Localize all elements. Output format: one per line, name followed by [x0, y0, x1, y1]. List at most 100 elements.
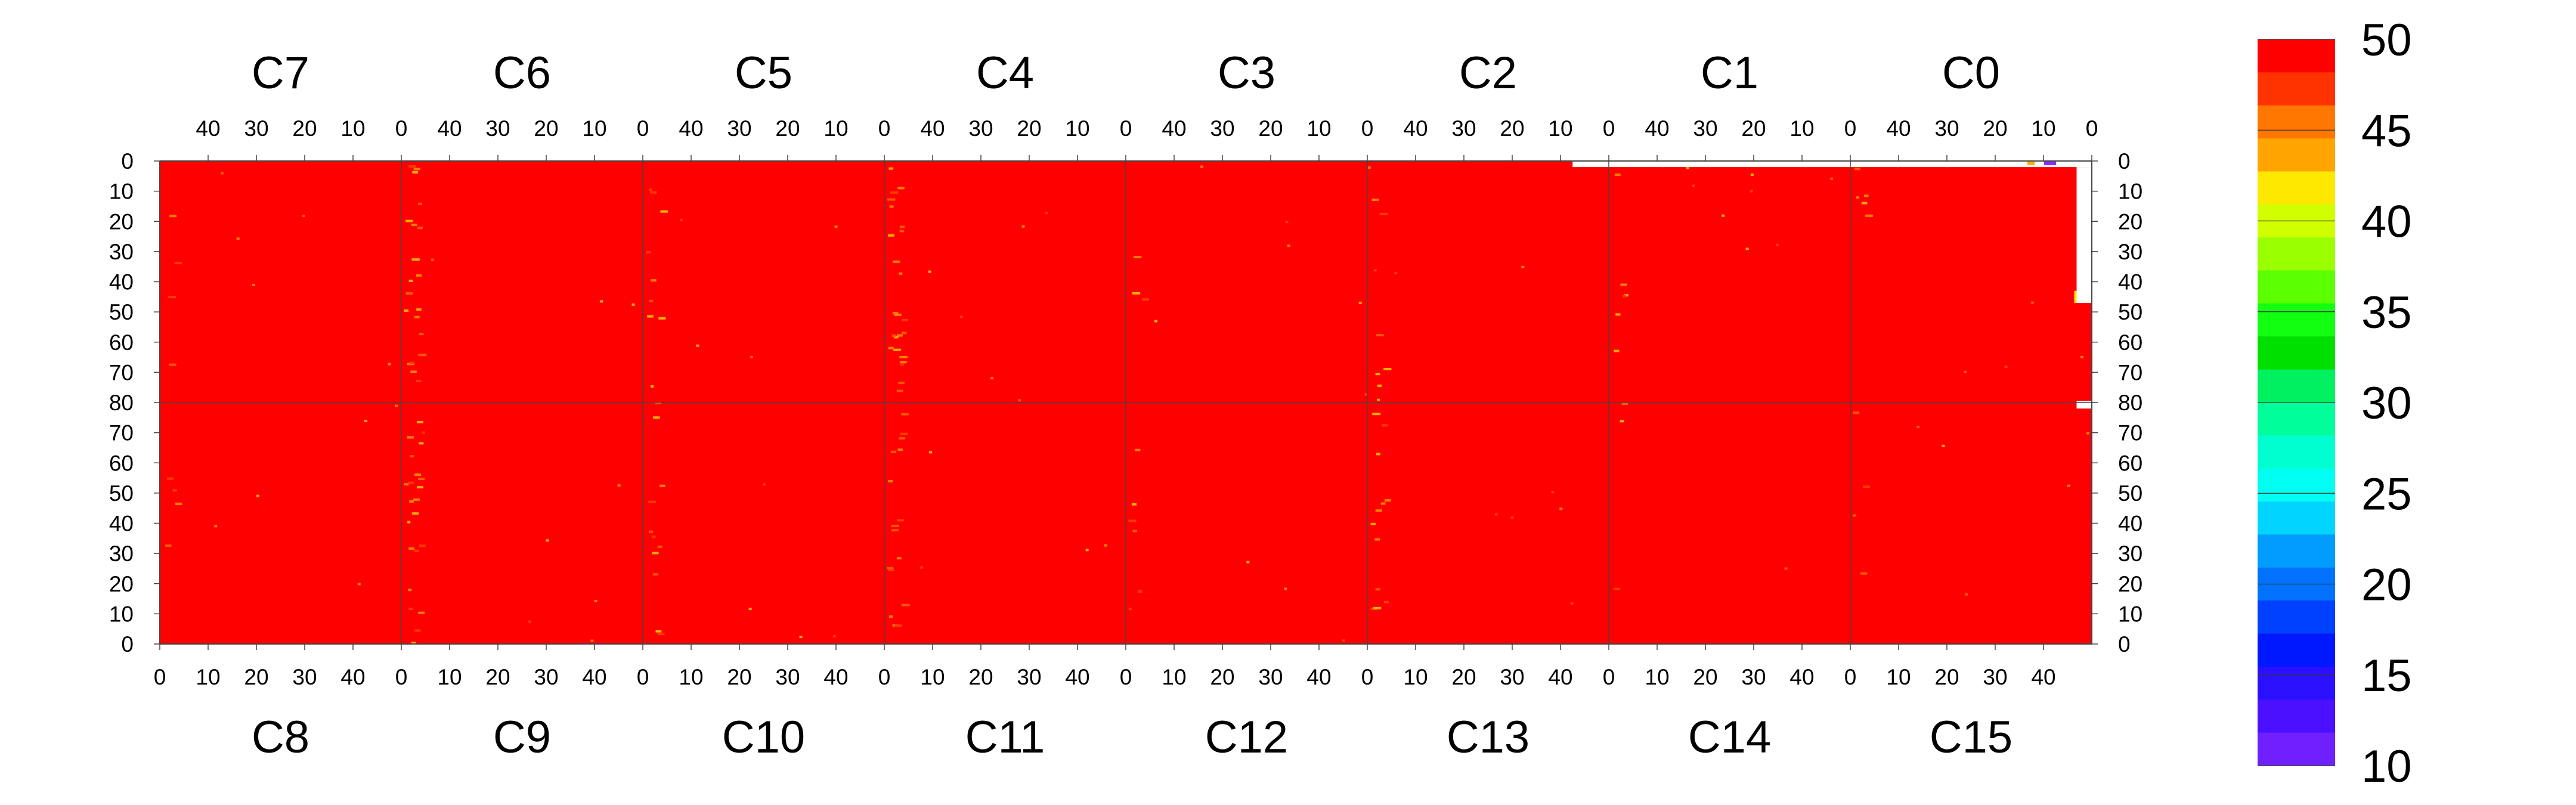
anomaly-cell: [1775, 243, 1779, 246]
anomaly-cell: [652, 552, 659, 555]
anomaly-cell: [411, 258, 420, 261]
anomaly-cell: [1358, 301, 1362, 304]
anomaly-cell: [408, 481, 414, 484]
top-x-tick-label: 20: [1741, 116, 1766, 141]
missing-cell-strip: [1572, 161, 2092, 168]
top-x-tick-label: 30: [968, 116, 993, 141]
bottom-x-tick-label: 10: [679, 665, 703, 689]
anomaly-cell: [1964, 370, 1967, 373]
right-y-tick-label: 70: [2118, 360, 2142, 385]
anomaly-cell: [1860, 572, 1868, 575]
anomaly-cell: [408, 589, 412, 592]
anomaly-cell: [1367, 166, 1371, 169]
anomaly-cell: [896, 334, 903, 337]
anomaly-cell: [900, 361, 907, 364]
anomaly-cell: [413, 168, 420, 171]
anomaly-cell: [2027, 162, 2035, 165]
colorbar-tick-label: 25: [2361, 469, 2412, 519]
top-x-tick-label: 0: [637, 116, 649, 141]
anomaly-cell: [902, 318, 909, 321]
anomaly-cell: [1380, 502, 1386, 505]
anomaly-cell: [888, 569, 894, 571]
colorbar-tick-label: 35: [2361, 287, 2412, 338]
top-x-tick-label: 20: [1983, 116, 2007, 141]
anomaly-cell: [166, 477, 174, 480]
anomaly-cell: [221, 172, 224, 175]
top-x-tick-label: 10: [1789, 116, 1814, 141]
top-x-tick-label: 0: [1120, 116, 1132, 141]
anomaly-cell: [1861, 202, 1868, 205]
anomaly-cell: [1342, 639, 1345, 642]
anomaly-cell: [169, 215, 177, 218]
anomaly-cell: [902, 332, 907, 335]
bottom-x-tick-label: 0: [1120, 665, 1132, 689]
anomaly-cell: [416, 274, 422, 277]
top-column-label: C3: [1218, 48, 1275, 98]
top-x-tick-label: 30: [1934, 116, 1959, 141]
anomaly-cell: [405, 292, 413, 295]
anomaly-cell: [411, 224, 417, 227]
bottom-x-axis: 0 10 20 30 40 0 10 20 30 40 0 10 20 30 40 0 10 20 30 40 0 10 2…: [154, 644, 2056, 689]
right-y-tick-label: 10: [2118, 179, 2142, 204]
anomaly-cell: [409, 500, 414, 503]
anomaly-cell: [236, 237, 240, 240]
top-x-tick-label: 0: [878, 116, 891, 141]
bottom-x-tick-label: 20: [1934, 665, 1959, 689]
anomaly-cell: [658, 317, 666, 320]
bottom-x-tick-label: 30: [534, 665, 558, 689]
bottom-x-tick-label: 20: [968, 665, 993, 689]
anomaly-cell: [900, 432, 908, 435]
right-y-tick-label: 30: [2118, 541, 2142, 566]
right-y-tick-label: 30: [2118, 240, 2142, 264]
bottom-x-tick-label: 30: [1258, 665, 1283, 689]
bottom-x-tick-label: 0: [1361, 665, 1374, 689]
anomaly-cell: [1942, 444, 1945, 447]
top-x-tick-label: 20: [534, 116, 558, 141]
bottom-x-tick-label: 30: [1500, 665, 1524, 689]
bottom-x-tick-label: 0: [395, 665, 408, 689]
left-y-tick-label: 0: [121, 149, 134, 174]
anomaly-cell: [1394, 272, 1398, 275]
anomaly-cell: [652, 573, 658, 576]
bottom-x-tick-label: 10: [196, 665, 220, 689]
anomaly-cell: [1200, 165, 1203, 168]
left-y-tick-label: 50: [109, 481, 134, 506]
top-x-tick-label: 0: [1361, 116, 1374, 141]
colorbar-band: [2258, 633, 2335, 667]
anomaly-cell: [889, 615, 893, 618]
left-y-tick-label: 10: [109, 602, 134, 626]
colorbar-tick-label: 40: [2361, 197, 2412, 247]
right-y-tick-label: 40: [2118, 512, 2142, 536]
anomaly-cell: [891, 529, 899, 532]
heatmap-anomaly-cells: [165, 165, 2090, 645]
anomaly-cell: [1559, 507, 1563, 510]
anomaly-cell: [1830, 177, 1834, 180]
top-column-label: C0: [1942, 48, 2000, 98]
left-y-tick-label: 70: [109, 360, 134, 385]
top-x-tick-label: 40: [1886, 116, 1911, 141]
bottom-x-tick-label: 10: [920, 665, 945, 689]
anomaly-cell: [655, 401, 662, 404]
bottom-x-tick-label: 20: [727, 665, 751, 689]
anomaly-cell: [1375, 509, 1382, 512]
top-x-tick-label: 40: [196, 116, 220, 141]
anomaly-cell: [1137, 590, 1143, 593]
anomaly-cell: [1134, 256, 1142, 259]
anomaly-cell: [648, 530, 654, 533]
anomaly-cell: [411, 512, 419, 515]
anomaly-cell: [418, 202, 422, 205]
anomaly-cell: [1085, 549, 1089, 552]
bottom-x-tick-label: 0: [1603, 665, 1615, 689]
anomaly-cell: [416, 308, 422, 311]
anomaly-cell: [169, 363, 177, 366]
colorbar-tick-label: 30: [2361, 378, 2412, 429]
colorbar-band: [2258, 369, 2335, 403]
anomaly-cell: [1615, 313, 1621, 316]
right-y-tick-label: 0: [2118, 149, 2131, 174]
colorbar-band: [2258, 699, 2335, 733]
anomaly-cell: [1373, 269, 1377, 272]
anomaly-cell: [894, 313, 902, 316]
anomaly-cell: [1865, 214, 1873, 217]
anomaly-cell: [1620, 420, 1624, 423]
anomaly-cell: [1750, 174, 1754, 176]
